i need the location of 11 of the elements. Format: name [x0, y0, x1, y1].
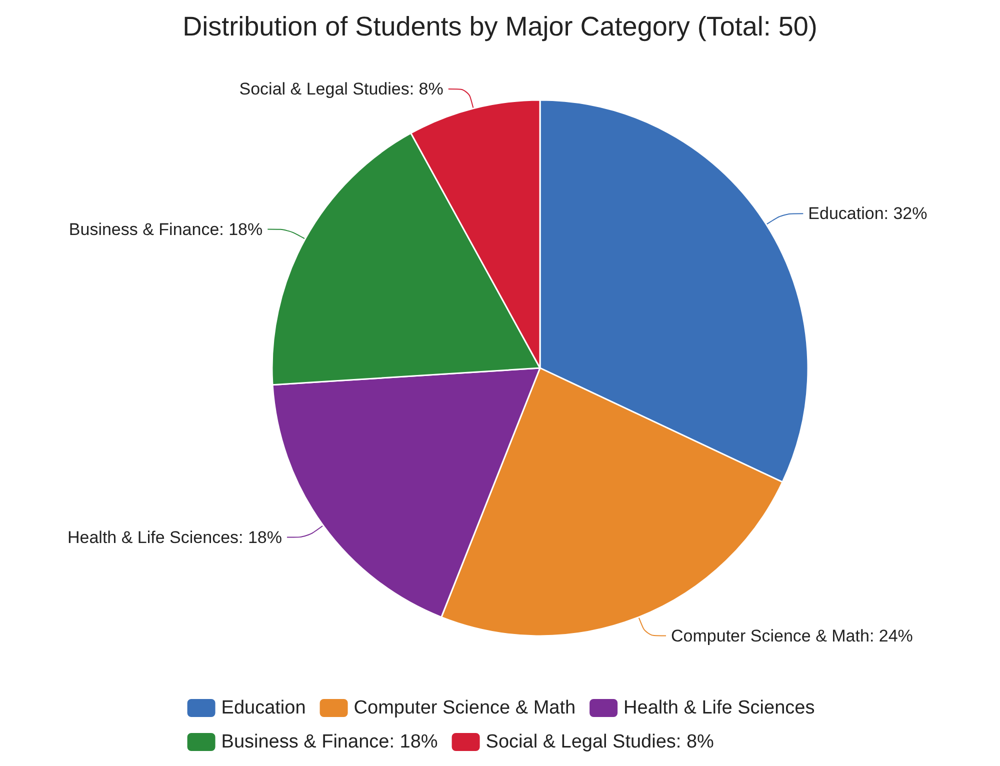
- data-label: Health & Life Sciences: 18%: [67, 528, 282, 547]
- data-label: Computer Science & Math: 24%: [671, 626, 913, 646]
- data-label: Business & Finance: 18%: [68, 220, 263, 239]
- legend-label: Health & Life Sciences: [624, 698, 815, 718]
- data-label: Education: 32%: [808, 204, 928, 224]
- legend-label: Education: [221, 698, 306, 718]
- legend-label: Social & Legal Studies: 8%: [486, 732, 714, 752]
- legend-label: Computer Science & Math: [354, 698, 576, 718]
- data-label: Social & Legal Studies: 8%: [239, 80, 444, 99]
- chart-title: Distribution of Students by Major Category (Total: 50): [182, 12, 818, 42]
- legend-label: Business & Finance: 18%: [221, 732, 438, 752]
